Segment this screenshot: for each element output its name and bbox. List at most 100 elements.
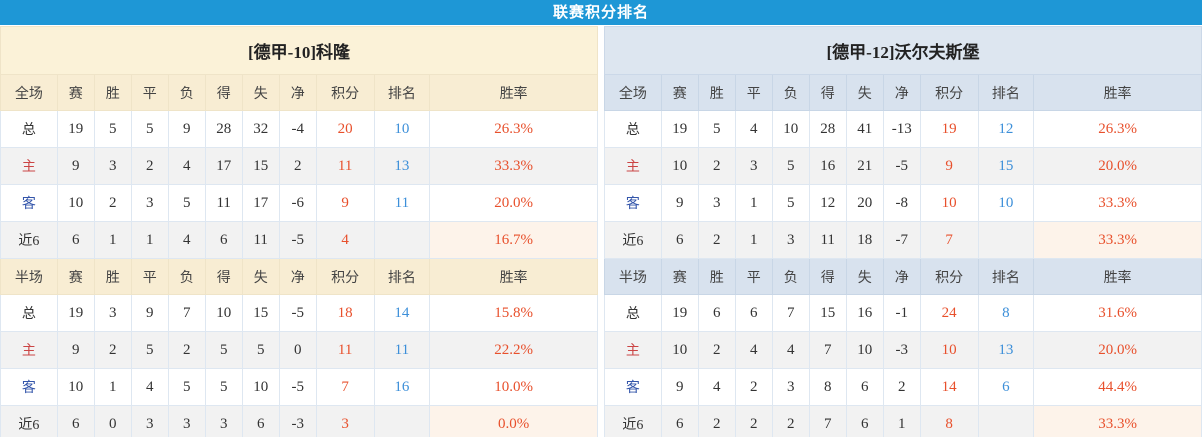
rank-cell: 10 bbox=[373, 110, 431, 148]
team-name: [德甲-10]科隆 bbox=[0, 26, 598, 75]
points-cell: 10 bbox=[919, 184, 979, 222]
rank-cell bbox=[373, 405, 431, 437]
stat-cell: 2 bbox=[278, 147, 317, 185]
stat-cell: 11 bbox=[204, 184, 243, 222]
column-header-cell: 净 bbox=[278, 258, 317, 295]
section-header-cell: 半场 bbox=[0, 258, 58, 295]
row-label: 近6 bbox=[0, 405, 58, 437]
column-header-cell: 失 bbox=[845, 74, 884, 111]
rank-cell bbox=[373, 221, 431, 259]
stat-cell: 19 bbox=[660, 110, 699, 148]
stat-cell: 5 bbox=[130, 331, 169, 369]
team-name: [德甲-12]沃尔夫斯堡 bbox=[604, 26, 1202, 75]
row-label: 近6 bbox=[604, 405, 662, 437]
column-header-cell: 赛 bbox=[660, 258, 699, 295]
table-row: 主 10 2 3 5 16 21 -5 9 15 20.0% bbox=[604, 147, 1202, 185]
column-header-cell: 失 bbox=[241, 258, 280, 295]
rank-cell: 14 bbox=[373, 294, 431, 332]
column-header-cell: 胜 bbox=[93, 74, 132, 111]
table-row: 客 9 3 1 5 12 20 -8 10 10 33.3% bbox=[604, 184, 1202, 222]
points-cell: 9 bbox=[315, 184, 375, 222]
row-label: 近6 bbox=[0, 221, 58, 259]
row-label: 总 bbox=[0, 110, 58, 148]
stat-cell: 4 bbox=[167, 147, 206, 185]
stat-cell: 21 bbox=[845, 147, 884, 185]
stat-cell: 6 bbox=[660, 405, 699, 437]
rank-cell bbox=[977, 405, 1035, 437]
stat-cell: -5 bbox=[278, 368, 317, 406]
tables-container: [德甲-10]科隆 全场赛胜平负得失净积分 排名 胜率总 19 5 5 9 28 32 -4 20 10… bbox=[0, 26, 1202, 437]
stat-cell: 3 bbox=[93, 294, 132, 332]
table-row: 近6 6 0 3 3 3 6 -3 3 0.0% bbox=[0, 405, 598, 437]
points-cell: 11 bbox=[315, 331, 375, 369]
stat-cell: 2 bbox=[697, 147, 736, 185]
stat-cell: 6 bbox=[697, 294, 736, 332]
rank-cell: 6 bbox=[977, 368, 1035, 406]
stat-cell: 5 bbox=[771, 147, 810, 185]
win-rate-cell: 15.8% bbox=[429, 294, 598, 332]
points-cell: 19 bbox=[919, 110, 979, 148]
row-label: 主 bbox=[0, 331, 58, 369]
row-label: 主 bbox=[0, 147, 58, 185]
stat-cell: 5 bbox=[697, 110, 736, 148]
win-rate-cell: 26.3% bbox=[1033, 110, 1202, 148]
stat-cell: 6 bbox=[845, 368, 884, 406]
column-header-cell: 平 bbox=[734, 74, 773, 111]
panel-title: 联赛积分排名 bbox=[0, 0, 1202, 25]
column-header-cell: 胜 bbox=[697, 74, 736, 111]
stat-cell: 17 bbox=[241, 184, 280, 222]
points-cell: 24 bbox=[919, 294, 979, 332]
stat-cell: 2 bbox=[167, 331, 206, 369]
win-rate-cell: 31.6% bbox=[1033, 294, 1202, 332]
stat-cell: 4 bbox=[734, 110, 773, 148]
stat-cell: 17 bbox=[204, 147, 243, 185]
stat-cell: 5 bbox=[167, 184, 206, 222]
stat-cell: 6 bbox=[845, 405, 884, 437]
stat-cell: 2 bbox=[93, 331, 132, 369]
team-table: [德甲-12]沃尔夫斯堡 全场赛胜平负得失净积分 排名 胜率总 19 5 4 10 28 41 -1… bbox=[604, 26, 1202, 437]
stat-cell: 2 bbox=[697, 221, 736, 259]
row-label: 总 bbox=[604, 294, 662, 332]
stat-cell: -1 bbox=[882, 294, 921, 332]
stat-cell: 2 bbox=[734, 368, 773, 406]
column-header-cell: 负 bbox=[167, 258, 206, 295]
stat-cell: 19 bbox=[660, 294, 699, 332]
stat-cell: 5 bbox=[204, 331, 243, 369]
row-label: 近6 bbox=[604, 221, 662, 259]
table-row: 主 9 3 2 4 17 15 2 11 13 33.3% bbox=[0, 147, 598, 185]
stat-cell: 7 bbox=[808, 331, 847, 369]
table-row: 近6 6 2 2 2 7 6 1 8 33.3% bbox=[604, 405, 1202, 437]
stat-cell: 5 bbox=[130, 110, 169, 148]
rank-cell: 10 bbox=[977, 184, 1035, 222]
stat-cell: 1 bbox=[734, 221, 773, 259]
column-header-cell: 负 bbox=[771, 74, 810, 111]
stat-cell: 6 bbox=[56, 405, 95, 437]
points-cell: 7 bbox=[919, 221, 979, 259]
rank-cell: 13 bbox=[373, 147, 431, 185]
stat-cell: 6 bbox=[241, 405, 280, 437]
stat-cell: 18 bbox=[845, 221, 884, 259]
stat-cell: -5 bbox=[278, 294, 317, 332]
win-rate-cell: 33.3% bbox=[1033, 184, 1202, 222]
table-row: 总 19 6 6 7 15 16 -1 24 8 31.6% bbox=[604, 294, 1202, 332]
row-label: 主 bbox=[604, 147, 662, 185]
stat-cell: 2 bbox=[697, 405, 736, 437]
column-header-cell: 得 bbox=[808, 74, 847, 111]
row-label: 总 bbox=[0, 294, 58, 332]
column-header-cell: 积分 bbox=[315, 258, 375, 295]
table-row: 总 19 5 4 10 28 41 -13 19 12 26.3% bbox=[604, 110, 1202, 148]
stat-cell: 15 bbox=[241, 294, 280, 332]
column-header-cell: 排名 bbox=[977, 258, 1035, 295]
table-row: 主 10 2 4 4 7 10 -3 10 13 20.0% bbox=[604, 331, 1202, 369]
stat-cell: 11 bbox=[808, 221, 847, 259]
table-row: 总 19 5 5 9 28 32 -4 20 10 26.3% bbox=[0, 110, 598, 148]
column-header-cell: 胜率 bbox=[1033, 74, 1202, 111]
column-header-cell: 平 bbox=[734, 258, 773, 295]
stat-cell: 10 bbox=[660, 331, 699, 369]
stat-cell: 3 bbox=[734, 147, 773, 185]
section-header-cell: 全场 bbox=[0, 74, 58, 111]
stat-cell: 6 bbox=[660, 221, 699, 259]
win-rate-cell: 20.0% bbox=[1033, 331, 1202, 369]
stat-cell: -3 bbox=[278, 405, 317, 437]
stat-cell: 1 bbox=[93, 221, 132, 259]
